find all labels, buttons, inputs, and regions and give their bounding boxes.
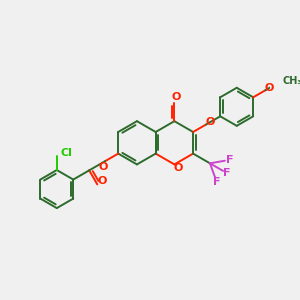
Text: O: O	[99, 162, 108, 172]
Text: O: O	[97, 176, 106, 186]
Text: F: F	[213, 177, 220, 187]
Text: O: O	[173, 163, 183, 173]
Text: CH₃: CH₃	[283, 76, 300, 85]
Text: O: O	[205, 117, 214, 127]
Text: O: O	[264, 82, 274, 92]
Text: O: O	[172, 92, 181, 102]
Text: F: F	[223, 168, 231, 178]
Text: Cl: Cl	[60, 148, 72, 158]
Text: F: F	[226, 155, 233, 165]
